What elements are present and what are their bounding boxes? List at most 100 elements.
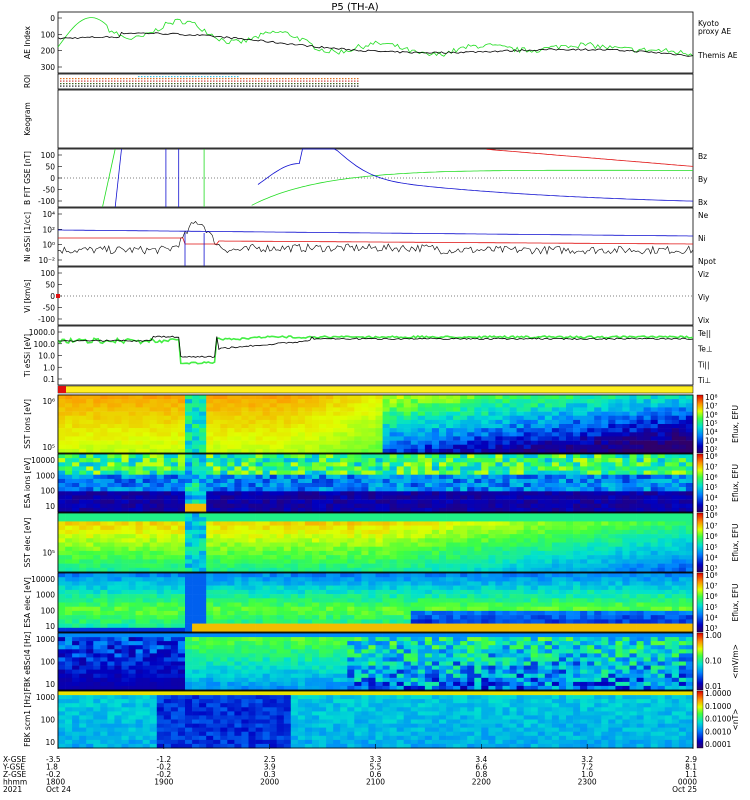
heatmap-cell — [488, 483, 496, 488]
roi-mark — [330, 80, 332, 82]
heatmap-cell — [580, 521, 588, 526]
heatmap-cell — [304, 517, 313, 522]
heatmap-cell — [594, 487, 602, 492]
heatmap-cell — [121, 589, 129, 595]
heatmap-cell — [79, 466, 87, 471]
heatmap-cell — [121, 606, 129, 612]
heatmap-cell — [403, 555, 412, 560]
y-axis-label: Ti eSSi [eV] — [23, 334, 32, 378]
heatmap-cell — [283, 395, 292, 400]
heatmap-cell — [530, 517, 539, 522]
heatmap-cell — [262, 424, 270, 429]
heatmap-cell — [312, 606, 320, 612]
heatmap-cell — [361, 448, 369, 454]
heatmap-cell — [290, 436, 299, 441]
heatmap-cell — [460, 483, 468, 488]
heatmap-cell — [72, 623, 80, 629]
heatmap-cell — [199, 428, 207, 433]
heatmap-cell — [594, 458, 602, 463]
heatmap-cell — [312, 403, 320, 408]
heatmap-cell — [354, 491, 362, 496]
y-tick-label: 1000.0 — [29, 328, 55, 337]
heatmap-cell — [255, 598, 263, 603]
heatmap-cell — [347, 585, 355, 591]
heatmap-cell — [86, 517, 94, 522]
heatmap-cell — [185, 454, 193, 459]
heatmap-cell — [573, 495, 581, 500]
roi-mark — [174, 85, 176, 87]
heatmap-cell — [488, 462, 496, 467]
heatmap-cell — [304, 436, 313, 441]
heatmap-cell — [248, 448, 256, 454]
heatmap-cell — [439, 399, 447, 404]
heatmap-cell — [678, 559, 687, 564]
heatmap-cell — [65, 474, 73, 480]
heatmap-cell — [142, 577, 151, 582]
heatmap-cell — [608, 424, 616, 429]
heatmap-cell — [319, 619, 327, 624]
heatmap-cell — [657, 411, 666, 416]
heatmap-cell — [382, 550, 390, 556]
heatmap-cell — [290, 407, 299, 412]
heatmap-cell — [685, 474, 694, 480]
heatmap-cell — [460, 454, 468, 459]
heatmap-cell — [185, 407, 193, 412]
heatmap-cell — [558, 458, 567, 463]
heatmap-cell — [530, 534, 539, 539]
roi-mark — [315, 78, 317, 80]
heatmap-cell — [156, 499, 165, 504]
heatmap-cell — [551, 503, 560, 509]
heatmap-cell — [551, 499, 560, 504]
heatmap-cell — [135, 436, 143, 441]
heatmap-cell — [276, 419, 285, 425]
heatmap-cell — [340, 581, 348, 586]
heatmap-cell — [537, 415, 546, 421]
heatmap-cell — [580, 411, 588, 416]
heatmap-cell — [643, 448, 651, 454]
heatmap-cell — [566, 411, 574, 416]
heatmap-cell — [566, 474, 574, 480]
heatmap-cell — [100, 419, 108, 425]
heatmap-cell — [537, 483, 546, 488]
heatmap-cell — [361, 436, 369, 441]
heatmap-cell — [537, 466, 546, 471]
heatmap-cell — [199, 615, 207, 620]
roi-mark — [192, 78, 194, 80]
heatmap-cell — [474, 466, 482, 471]
roi-mark — [264, 85, 266, 87]
heatmap-cell — [601, 483, 609, 488]
heatmap-cell — [530, 567, 539, 573]
heatmap-cell — [170, 521, 179, 526]
heatmap-cell — [86, 534, 94, 539]
heatmap-cell — [453, 440, 461, 445]
heatmap-cell — [283, 567, 292, 573]
heatmap-cell — [481, 466, 489, 471]
heatmap-cell — [227, 403, 235, 408]
heatmap-cell — [290, 487, 299, 492]
heatmap-cell — [213, 577, 221, 582]
heatmap-cell — [269, 521, 278, 526]
heatmap-cell — [460, 529, 468, 535]
heatmap-cell — [333, 602, 341, 607]
heatmap-cell — [93, 589, 101, 595]
heatmap-cell — [488, 507, 496, 513]
heatmap-cell — [234, 573, 242, 578]
heatmap-cell — [114, 623, 122, 629]
heatmap-cell — [495, 395, 503, 400]
heatmap-cell — [601, 458, 609, 463]
heatmap-cell — [65, 550, 73, 556]
heatmap-cell — [615, 428, 623, 433]
heatmap-cell — [685, 546, 694, 552]
heatmap-cell — [361, 550, 369, 556]
heatmap-cell — [234, 577, 242, 582]
heatmap-cell — [185, 458, 193, 463]
heatmap-cell — [185, 483, 193, 488]
heatmap-cell — [304, 503, 313, 509]
heatmap-cell — [206, 399, 214, 404]
heatmap-cell — [199, 573, 207, 578]
heatmap-cell — [170, 602, 179, 607]
heatmap-cell — [234, 428, 242, 433]
heatmap-cell — [403, 432, 412, 437]
heatmap-cell — [206, 448, 214, 454]
heatmap-cell — [424, 487, 433, 492]
